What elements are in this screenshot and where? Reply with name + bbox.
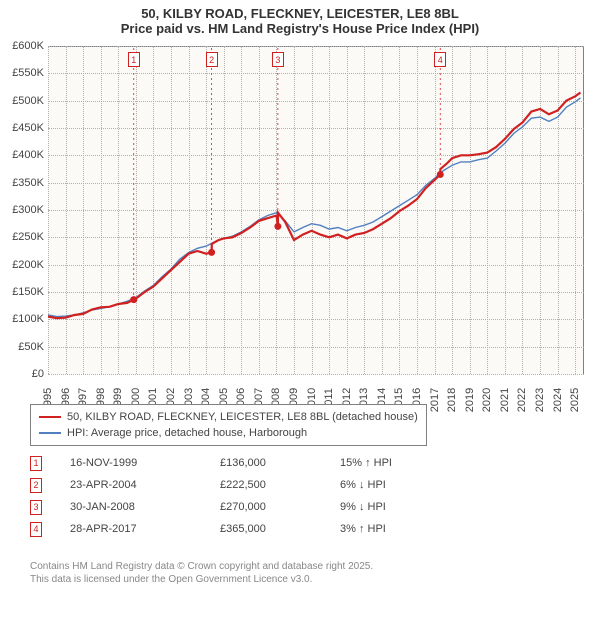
legend-item-hpi: HPI: Average price, detached house, Harb… — [39, 425, 418, 441]
tx-date: 23-APR-2004 — [70, 479, 220, 491]
tx-marker-4: 4 — [30, 522, 42, 537]
tx-marker-2: 2 — [30, 478, 42, 493]
title-line-2: Price paid vs. HM Land Registry's House … — [0, 21, 600, 36]
legend: 50, KILBY ROAD, FLECKNEY, LEICESTER, LE8… — [30, 404, 427, 446]
legend-label-property: 50, KILBY ROAD, FLECKNEY, LEICESTER, LE8… — [67, 411, 418, 423]
line-series-svg — [48, 46, 584, 374]
table-row: 2 23-APR-2004 £222,500 6% ↓ HPI — [30, 474, 450, 496]
tx-date: 30-JAN-2008 — [70, 501, 220, 513]
tx-pct: 6% ↓ HPI — [340, 479, 450, 491]
footer-line-1: Contains HM Land Registry data © Crown c… — [30, 560, 373, 573]
tx-marker-1: 1 — [30, 456, 42, 471]
tx-date: 16-NOV-1999 — [70, 457, 220, 469]
footer-line-2: This data is licensed under the Open Gov… — [30, 573, 373, 586]
title-line-1: 50, KILBY ROAD, FLECKNEY, LEICESTER, LE8… — [0, 6, 600, 21]
footer-attribution: Contains HM Land Registry data © Crown c… — [30, 560, 373, 586]
tx-pct: 9% ↓ HPI — [340, 501, 450, 513]
tx-price: £136,000 — [220, 457, 340, 469]
legend-label-hpi: HPI: Average price, detached house, Harb… — [67, 427, 307, 439]
tx-price: £365,000 — [220, 523, 340, 535]
legend-swatch-property — [39, 416, 61, 418]
tx-pct: 3% ↑ HPI — [340, 523, 450, 535]
transaction-table: 1 16-NOV-1999 £136,000 15% ↑ HPI 2 23-AP… — [30, 452, 450, 540]
legend-swatch-hpi — [39, 432, 61, 434]
tx-price: £222,500 — [220, 479, 340, 491]
legend-item-property: 50, KILBY ROAD, FLECKNEY, LEICESTER, LE8… — [39, 409, 418, 425]
chart-area: £0£50K£100K£150K£200K£250K£300K£350K£400… — [48, 46, 584, 374]
table-row: 1 16-NOV-1999 £136,000 15% ↑ HPI — [30, 452, 450, 474]
tx-marker-3: 3 — [30, 500, 42, 515]
table-row: 3 30-JAN-2008 £270,000 9% ↓ HPI — [30, 496, 450, 518]
tx-date: 28-APR-2017 — [70, 523, 220, 535]
tx-price: £270,000 — [220, 501, 340, 513]
table-row: 4 28-APR-2017 £365,000 3% ↑ HPI — [30, 518, 450, 540]
title-block: 50, KILBY ROAD, FLECKNEY, LEICESTER, LE8… — [0, 0, 600, 36]
chart-container: 50, KILBY ROAD, FLECKNEY, LEICESTER, LE8… — [0, 0, 600, 620]
tx-pct: 15% ↑ HPI — [340, 457, 450, 469]
